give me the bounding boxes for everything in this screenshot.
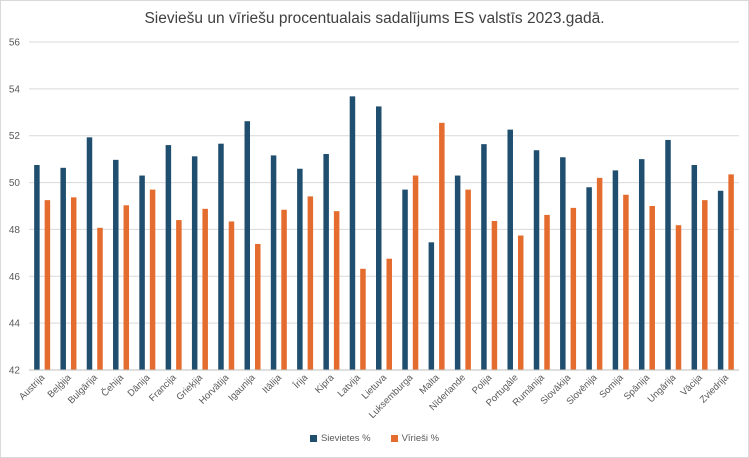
y-tick-label-42: 42 [9,366,21,377]
bar-virriesi-8 [255,243,261,370]
bar-virriesi-6 [202,208,208,370]
legend-item-virriesi: Vīrieši % [390,433,440,444]
y-tick-label-46: 46 [9,272,21,283]
bar-sievietes-0 [34,165,40,370]
y-tick-label-44: 44 [9,319,21,330]
bar-virriesi-4 [149,189,156,370]
legend-swatch-virriesi [390,435,398,442]
bar-sievietes-13 [376,106,382,370]
bar-virriesi-26 [728,174,734,370]
bar-virriesi-12 [360,268,366,370]
bar-sievietes-24 [665,139,671,370]
x-tick-label-7: Horvātija [197,372,232,407]
bar-sievietes-22 [612,170,619,370]
bar-sievietes-18 [507,129,513,370]
bar-virriesi-14 [412,175,419,370]
bar-sievietes-20 [560,157,566,370]
bar-sievietes-8 [244,121,251,370]
x-tick-label-10: Īrija [292,372,311,391]
bar-virriesi-7 [228,221,235,370]
bar-virriesi-16 [465,189,471,370]
legend-label-sievietes: Sievietes % [320,433,371,444]
bar-sievietes-17 [481,144,487,370]
x-tick-label-5: Francija [147,372,179,404]
chart-legend: Sievietes % Vīrieši % [0,433,749,444]
bar-sievietes-23 [638,159,645,370]
bar-virriesi-15 [439,122,445,370]
legend-item-sievietes: Sievietes % [309,433,371,444]
x-tick-label-3: Čehija [99,372,126,399]
y-tick-label-56: 56 [9,38,21,49]
y-tick-label-48: 48 [9,225,21,236]
bar-virriesi-1 [70,197,77,370]
bar-sievietes-16 [454,175,461,370]
bar-virriesi-5 [176,220,182,370]
bar-sievietes-21 [586,187,592,370]
bar-sievietes-2 [86,137,93,370]
bar-virriesi-22 [623,194,629,370]
bar-virriesi-23 [649,206,655,370]
bar-sievietes-19 [533,150,540,370]
bar-sievietes-25 [691,165,698,370]
x-tick-label-26: Zviedrija [698,372,732,406]
bar-virriesi-11 [333,211,340,370]
y-tick-label-50: 50 [9,178,21,189]
chart-title: Sieviešu un vīriešu procentualais sadalī… [144,10,605,27]
bar-sievietes-9 [270,155,277,370]
x-tick-label-22: Somija [597,372,626,401]
x-tick-label-0: Austrija [17,372,48,403]
bar-virriesi-0 [44,200,51,370]
x-tick-label-9: Itālija [260,372,284,396]
x-tick-label-12: Latvija [336,372,364,400]
bar-sievietes-3 [113,159,119,370]
bar-sievietes-1 [60,167,66,370]
x-tick-label-2: Bulgārija [66,372,100,406]
bar-virriesi-9 [281,209,287,370]
bar-virriesi-13 [386,258,392,370]
bar-sievietes-15 [428,242,435,370]
legend-label-virriesi: Vīrieši % [401,433,440,444]
bar-virriesi-3 [123,205,130,370]
bar-virriesi-20 [570,207,577,370]
bar-virriesi-10 [307,196,314,370]
legend-swatch-sievietes [309,435,317,442]
bar-virriesi-17 [491,220,498,370]
bar-sievietes-7 [218,143,224,370]
y-tick-label-52: 52 [9,131,21,142]
x-tick-label-8: Igaunija [226,372,258,404]
bar-virriesi-19 [544,214,550,370]
bar-virriesi-24 [675,225,682,370]
bar-virriesi-18 [517,235,524,370]
x-tick-label-24: Ungārija [646,372,679,405]
bar-virriesi-25 [702,200,708,370]
bar-sievietes-11 [323,153,329,370]
bar-sievietes-6 [191,156,198,370]
bar-sievietes-5 [165,145,172,370]
x-tick-label-11: Kipra [313,372,337,396]
bar-sievietes-12 [349,96,356,371]
bar-virriesi-2 [97,227,103,370]
bar-sievietes-14 [402,189,408,370]
bar-virriesi-21 [596,177,603,370]
bar-sievietes-4 [139,175,145,370]
bar-sievietes-26 [717,190,724,370]
y-tick-label-54: 54 [9,84,21,95]
bar-sievietes-10 [297,168,303,370]
